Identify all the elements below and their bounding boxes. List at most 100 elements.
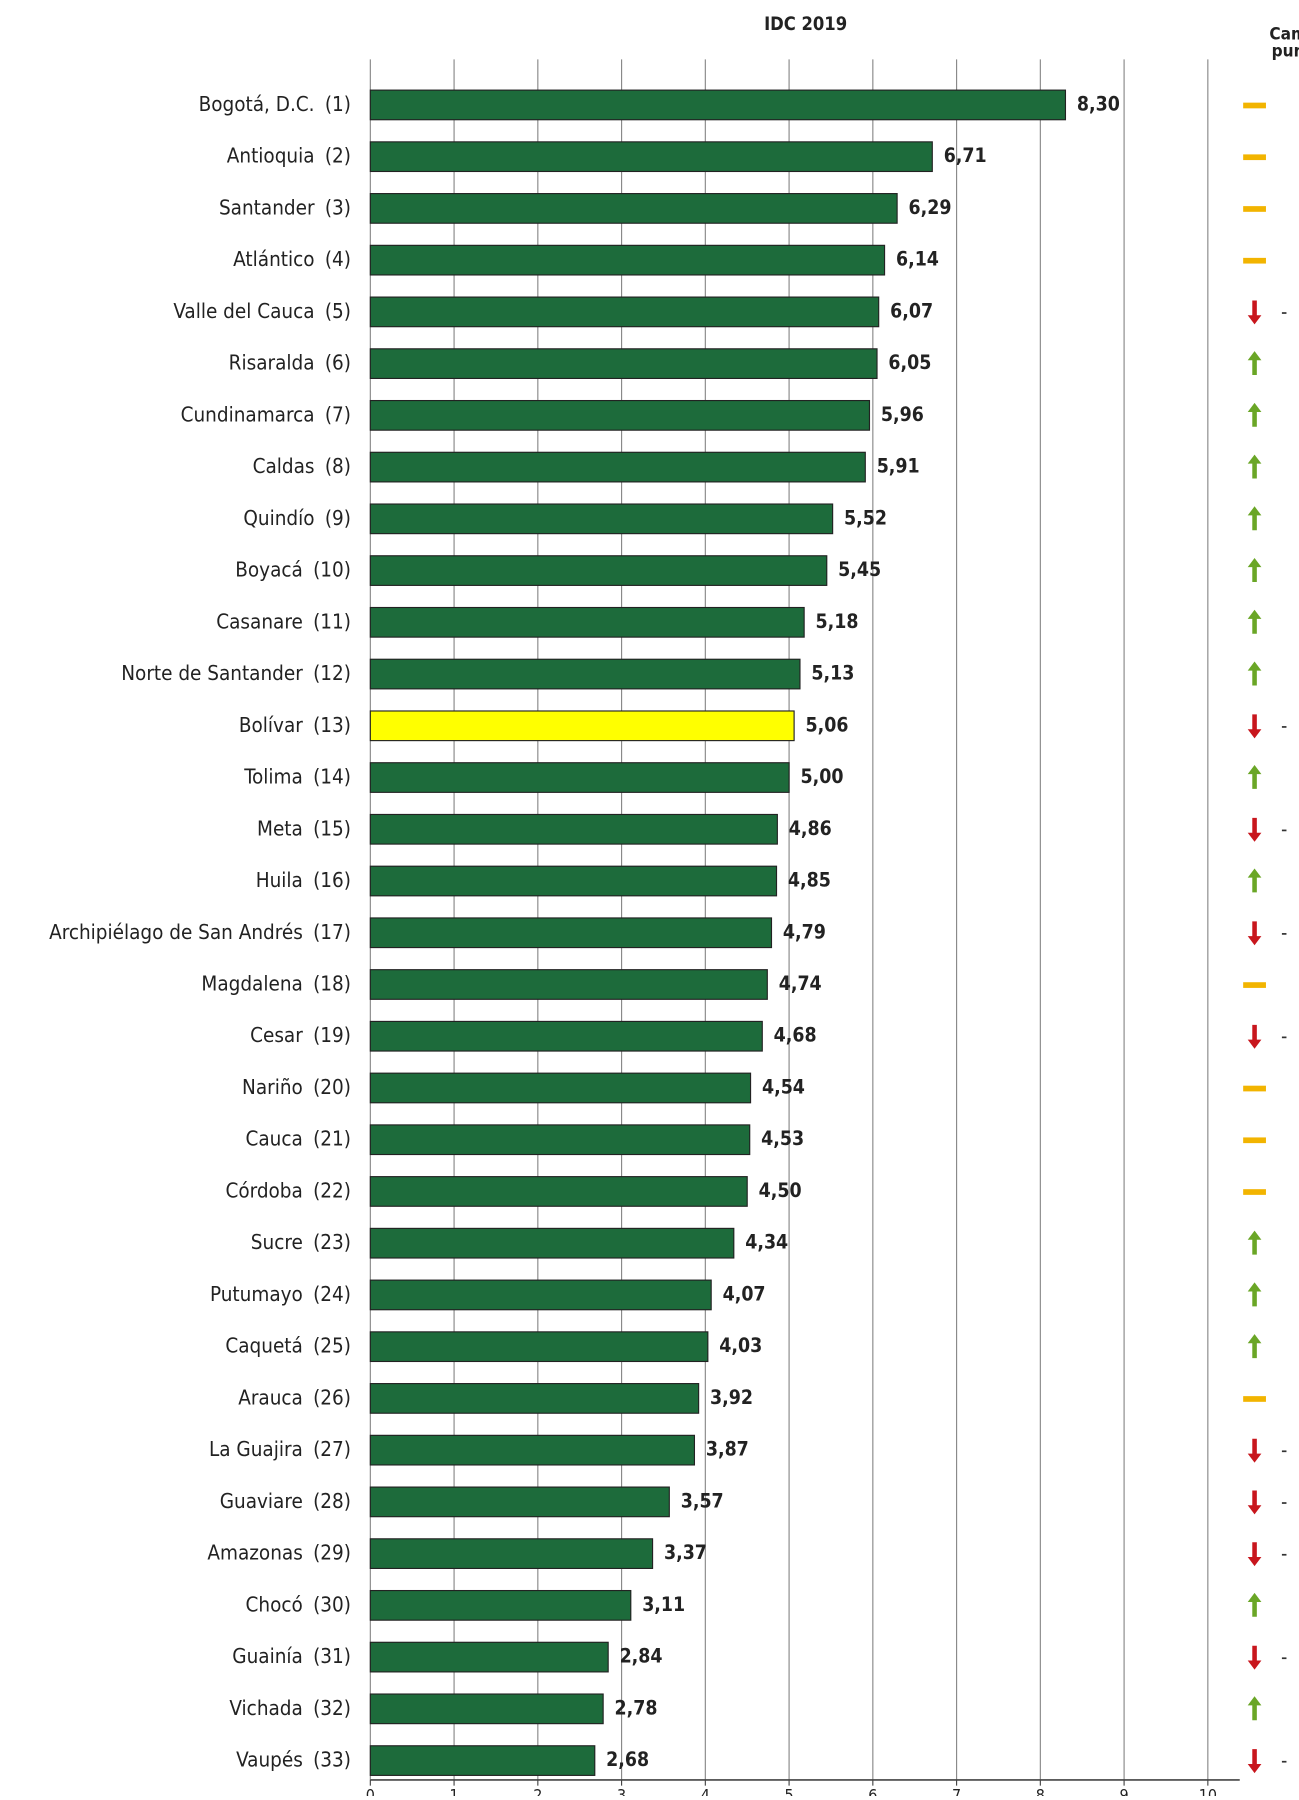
rank-label: (33)	[313, 1748, 351, 1772]
value-label: 3,87	[706, 1438, 749, 1461]
value-label: 2,84	[620, 1645, 663, 1668]
change-header: Camb	[1269, 24, 1299, 44]
bar	[369, 606, 805, 638]
bar	[369, 710, 795, 742]
value-label: 4,53	[761, 1127, 804, 1150]
rank-label: (12)	[313, 661, 351, 685]
value-label: 4,03	[719, 1334, 762, 1357]
rank-label: (20)	[313, 1075, 351, 1099]
rank-label: (8)	[325, 454, 351, 478]
y-tick-label: Quindío	[243, 506, 314, 530]
rank-label: (4)	[325, 247, 351, 271]
x-tick-label: 4	[701, 1785, 710, 1796]
bar	[369, 451, 866, 483]
trend-down	[1247, 1645, 1262, 1670]
value-label: 3,92	[710, 1386, 753, 1409]
value-label: 6,71	[944, 144, 987, 167]
bar	[369, 865, 778, 897]
y-tick-label: Putumayo	[210, 1282, 303, 1306]
y-tick-label: Boyacá	[235, 558, 303, 582]
value-label: 4,50	[759, 1179, 802, 1202]
trend-down	[1247, 1542, 1262, 1567]
rank-label: (26)	[313, 1385, 351, 1409]
value-label: 5,06	[806, 713, 849, 736]
x-tick-label: 8	[1036, 1785, 1045, 1796]
trend-down	[1247, 1438, 1262, 1463]
rank-label: (18)	[313, 971, 351, 995]
rank-label: (13)	[313, 713, 351, 737]
trend-same	[1243, 1189, 1266, 1195]
trend-down	[1247, 1490, 1262, 1515]
value-label: 6,05	[888, 351, 931, 374]
trend-same	[1243, 1085, 1266, 1092]
value-label: 4,86	[789, 817, 832, 840]
x-tick-label: 3	[617, 1785, 626, 1796]
rank-label: (22)	[313, 1178, 351, 1202]
rank-label: (21)	[313, 1127, 351, 1151]
bar	[369, 89, 1067, 121]
rank-label: (29)	[313, 1541, 351, 1565]
value-label: 6,14	[896, 248, 939, 271]
rank-label: (5)	[325, 299, 351, 323]
rank-label: (2)	[325, 144, 351, 168]
trend-same	[1243, 257, 1266, 264]
x-tick-label: 9	[1120, 1785, 1129, 1796]
bar	[369, 1693, 604, 1725]
bar	[369, 1279, 712, 1311]
trend-down	[1247, 921, 1262, 946]
rank-label: (15)	[313, 816, 351, 840]
bar	[369, 503, 834, 535]
value-label: 4,85	[788, 869, 831, 892]
trend-down	[1247, 817, 1262, 842]
x-tick-label: 2	[533, 1785, 542, 1796]
bar	[369, 1020, 763, 1052]
trend-up	[1247, 661, 1262, 686]
value-label: 2,78	[615, 1696, 658, 1719]
bar	[369, 1176, 748, 1207]
value-label: 5,18	[816, 610, 859, 633]
y-tick-label: Caldas	[253, 454, 315, 478]
value-label: 5,96	[881, 403, 924, 426]
bar	[369, 244, 886, 276]
rank-label: (25)	[313, 1334, 351, 1358]
change-header: pun	[1272, 41, 1299, 61]
trend-up	[1247, 558, 1262, 582]
value-label: 3,37	[664, 1541, 707, 1564]
y-tick-label: Archipiélago de San Andrés	[49, 920, 303, 944]
trend-up	[1247, 506, 1262, 531]
value-label: 5,13	[811, 662, 854, 685]
trend-up	[1247, 1334, 1262, 1359]
value-label: 8,30	[1077, 92, 1120, 115]
y-tick-label: Sucre	[251, 1230, 303, 1254]
y-tick-label: Meta	[257, 816, 303, 840]
rank-label: (32)	[313, 1696, 351, 1720]
rank-label: (7)	[325, 402, 351, 426]
y-tick-label: Guaviare	[220, 1489, 303, 1513]
rank-label: (14)	[313, 765, 351, 789]
trend-same	[1243, 1137, 1266, 1144]
value-label: 4,68	[774, 1024, 817, 1047]
bar	[369, 555, 828, 586]
y-tick-label: Antioquia	[227, 144, 315, 168]
rank-label: (1)	[325, 92, 351, 116]
y-tick-label: Valle del Cauca	[173, 299, 314, 323]
x-tick-label: 0	[366, 1785, 375, 1796]
y-tick-label: Norte de Santander	[121, 661, 303, 685]
trend-up	[1247, 351, 1262, 376]
value-label: 4,54	[762, 1075, 805, 1098]
rank-label: (30)	[313, 1592, 351, 1616]
y-tick-label: Atlántico	[233, 247, 314, 271]
bar	[369, 141, 933, 173]
trend-up	[1247, 765, 1262, 789]
trend-up	[1247, 1282, 1262, 1307]
trend-up	[1247, 868, 1262, 893]
y-tick-label: Magdalena	[201, 971, 302, 995]
trend-down	[1247, 714, 1262, 739]
value-label: 5,45	[838, 558, 881, 581]
trend-down	[1247, 300, 1262, 325]
bar	[369, 969, 768, 1000]
y-tick-label: Huila	[256, 868, 303, 892]
x-tick-label: 10	[1199, 1785, 1217, 1796]
value-label: 6,07	[890, 299, 933, 322]
